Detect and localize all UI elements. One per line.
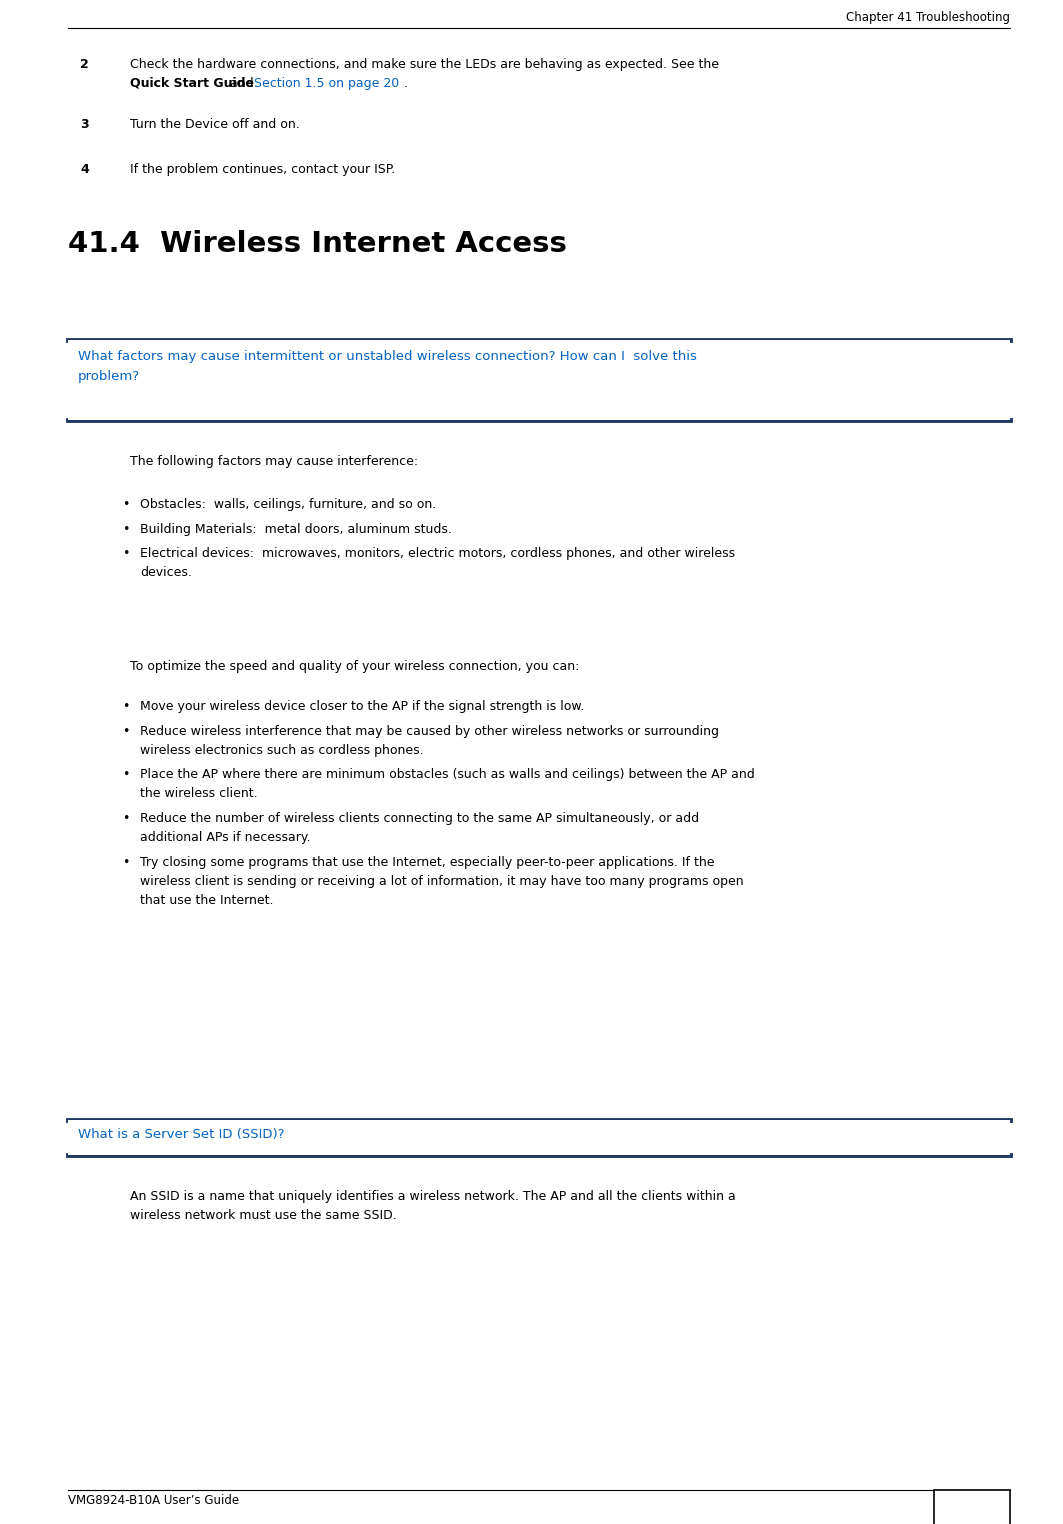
Text: An SSID is a name that uniquely identifies a wireless network. The AP and all th: An SSID is a name that uniquely identifi… bbox=[130, 1190, 736, 1202]
Text: Section 1.5 on page 20: Section 1.5 on page 20 bbox=[254, 78, 400, 90]
Text: What factors may cause intermittent or unstabled wireless connection? How can I : What factors may cause intermittent or u… bbox=[78, 351, 697, 363]
Text: that use the Internet.: that use the Internet. bbox=[140, 893, 273, 907]
Text: Turn the Device off and on.: Turn the Device off and on. bbox=[130, 117, 300, 131]
Text: 325: 325 bbox=[950, 1498, 994, 1518]
Text: •: • bbox=[122, 725, 130, 738]
Text: •: • bbox=[122, 523, 130, 536]
Text: and: and bbox=[230, 78, 257, 90]
Text: •: • bbox=[122, 768, 130, 782]
Text: the wireless client.: the wireless client. bbox=[140, 788, 257, 800]
Text: The following factors may cause interference:: The following factors may cause interfer… bbox=[130, 456, 418, 468]
FancyBboxPatch shape bbox=[68, 1120, 1010, 1155]
Text: •: • bbox=[122, 812, 130, 824]
Text: 2: 2 bbox=[80, 58, 88, 72]
Text: Try closing some programs that use the Internet, especially peer-to-peer applica: Try closing some programs that use the I… bbox=[140, 856, 714, 869]
Text: Obstacles:  walls, ceilings, furniture, and so on.: Obstacles: walls, ceilings, furniture, a… bbox=[140, 498, 436, 511]
Text: •: • bbox=[122, 547, 130, 561]
Text: Place the AP where there are minimum obstacles (such as walls and ceilings) betw: Place the AP where there are minimum obs… bbox=[140, 768, 755, 782]
Text: If the problem continues, contact your ISP.: If the problem continues, contact your I… bbox=[130, 163, 395, 175]
Text: Chapter 41 Troubleshooting: Chapter 41 Troubleshooting bbox=[846, 11, 1010, 24]
Text: What is a Server Set ID (SSID)?: What is a Server Set ID (SSID)? bbox=[78, 1128, 285, 1141]
Text: VMG8924-B10A User’s Guide: VMG8924-B10A User’s Guide bbox=[68, 1494, 239, 1507]
FancyBboxPatch shape bbox=[68, 340, 1010, 421]
Text: Quick Start Guide: Quick Start Guide bbox=[130, 78, 254, 90]
Text: Building Materials:  metal doors, aluminum studs.: Building Materials: metal doors, aluminu… bbox=[140, 523, 452, 536]
Text: devices.: devices. bbox=[140, 567, 192, 579]
Text: additional APs if necessary.: additional APs if necessary. bbox=[140, 831, 310, 844]
Text: Move your wireless device closer to the AP if the signal strength is low.: Move your wireless device closer to the … bbox=[140, 700, 585, 713]
Text: •: • bbox=[122, 856, 130, 869]
Text: •: • bbox=[122, 498, 130, 511]
Text: .: . bbox=[404, 78, 408, 90]
Text: 41.4  Wireless Internet Access: 41.4 Wireless Internet Access bbox=[68, 230, 567, 258]
Text: Reduce wireless interference that may be caused by other wireless networks or su: Reduce wireless interference that may be… bbox=[140, 725, 719, 738]
Text: wireless electronics such as cordless phones.: wireless electronics such as cordless ph… bbox=[140, 744, 424, 757]
Text: problem?: problem? bbox=[78, 370, 140, 383]
Text: 3: 3 bbox=[80, 117, 88, 131]
Text: Reduce the number of wireless clients connecting to the same AP simultaneously, : Reduce the number of wireless clients co… bbox=[140, 812, 699, 824]
FancyBboxPatch shape bbox=[934, 1490, 1010, 1524]
Text: To optimize the speed and quality of your wireless connection, you can:: To optimize the speed and quality of you… bbox=[130, 660, 579, 674]
Text: Electrical devices:  microwaves, monitors, electric motors, cordless phones, and: Electrical devices: microwaves, monitors… bbox=[140, 547, 736, 561]
Text: 4: 4 bbox=[80, 163, 88, 175]
Text: wireless network must use the same SSID.: wireless network must use the same SSID. bbox=[130, 1209, 396, 1222]
Text: Check the hardware connections, and make sure the LEDs are behaving as expected.: Check the hardware connections, and make… bbox=[130, 58, 719, 72]
Text: •: • bbox=[122, 700, 130, 713]
Text: wireless client is sending or receiving a lot of information, it may have too ma: wireless client is sending or receiving … bbox=[140, 875, 744, 888]
